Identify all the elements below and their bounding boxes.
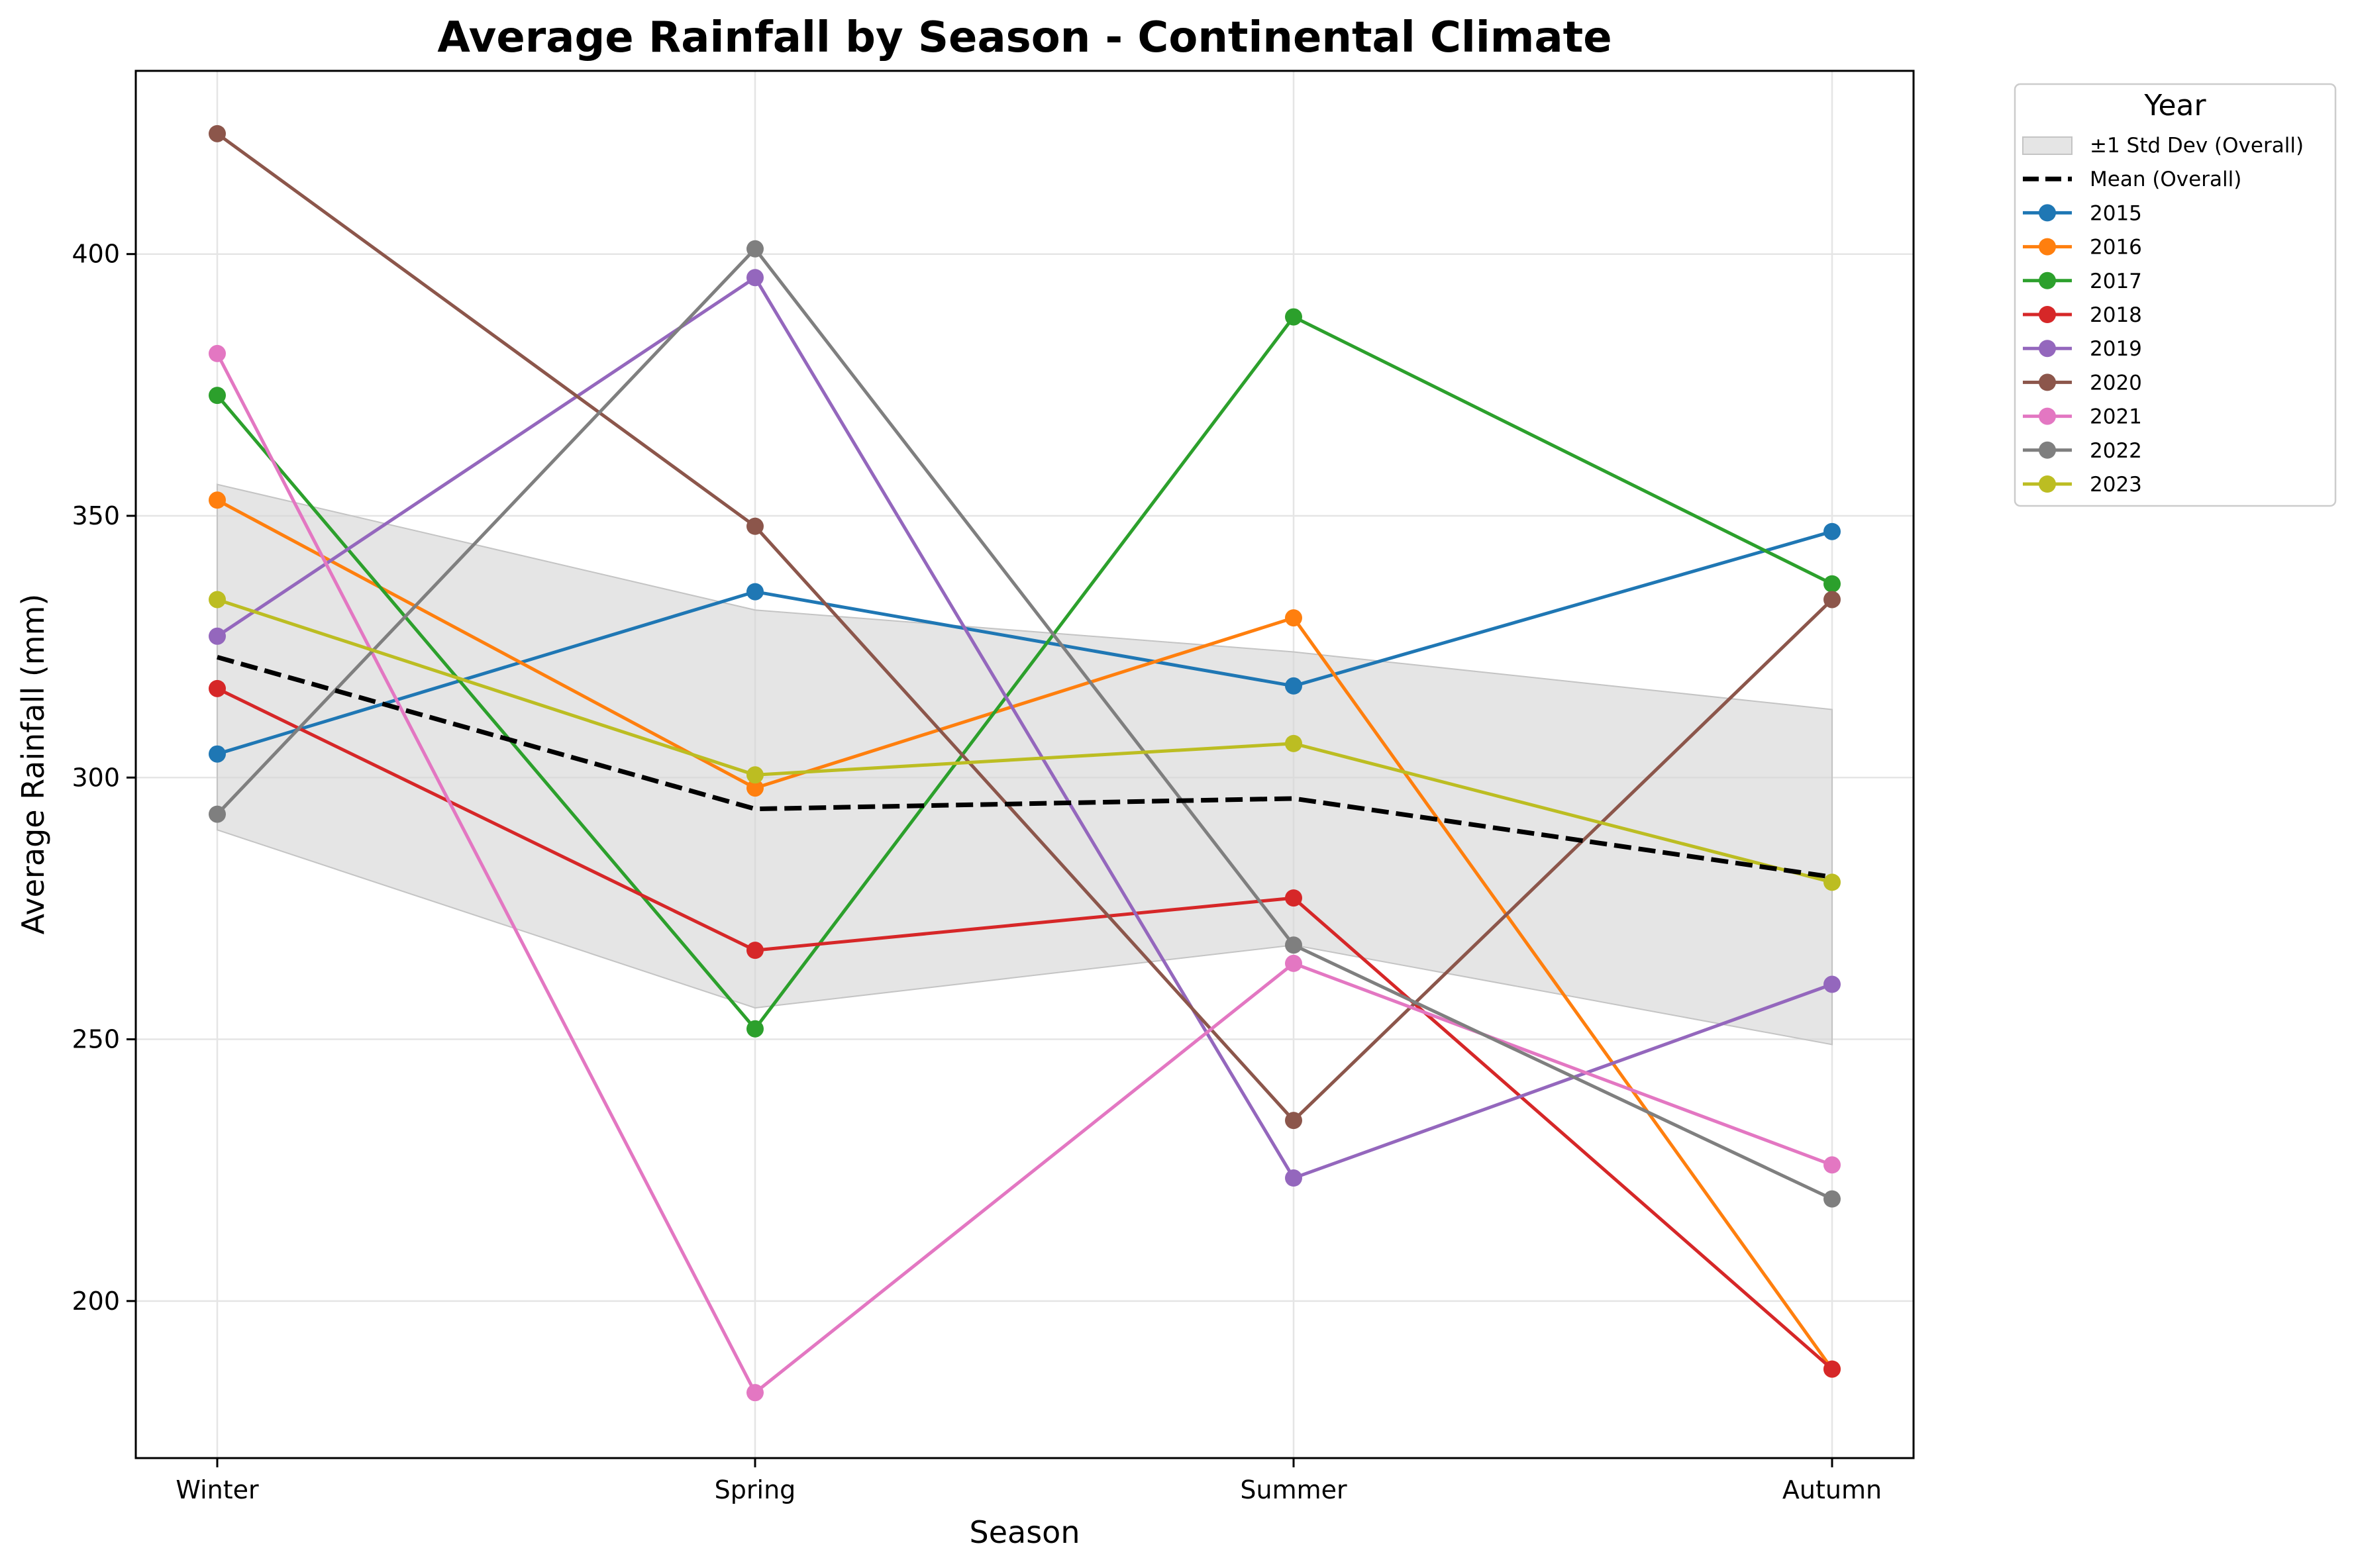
data-point-2017-winter [209,387,226,405]
data-point-2023-autumn [1823,873,1841,891]
data-point-2019-autumn [1823,975,1841,993]
data-point-2017-spring [746,1020,764,1038]
series-line-2019 [216,275,1833,1180]
series-2017 [209,308,1841,1038]
data-point-2017-autumn [1823,575,1841,593]
series-layer [209,124,1841,1402]
data-point-2022-autumn [1823,1190,1841,1208]
plot-frame [134,70,1915,1459]
legend-label-2021: 2021 [2090,405,2142,429]
data-point-2023-summer [1285,734,1302,752]
data-point-2015-winter [209,745,226,763]
data-point-2023-spring [746,766,764,784]
data-point-2021-spring [746,1384,764,1402]
data-point-2016-spring [746,779,764,797]
data-point-2023-winter [209,591,226,609]
data-point-2020-summer [1285,1112,1302,1130]
data-point-2022-summer [1285,936,1302,954]
data-point-2020-autumn [1823,591,1841,609]
y-tick-label-350: 350 [72,501,120,530]
series-2022 [209,240,1841,1208]
x-tick-label-summer: Summer [1240,1475,1347,1504]
legend-label-2018: 2018 [2090,303,2142,327]
legend: Year ±1 Std Dev (Overall) Mean (Overall) 20… [2014,83,2337,507]
series-line-2020 [216,132,1833,1122]
data-point-2021-autumn [1823,1156,1841,1174]
legend-title: Year [2143,89,2206,122]
data-point-2019-winter [209,627,226,645]
data-point-2020-spring [746,517,764,535]
data-point-2022-winter [209,805,226,823]
legend-marker-2019 [2039,340,2056,358]
data-point-2018-spring [746,942,764,959]
legend-marker-2022 [2039,441,2056,459]
y-tick-label-300: 300 [72,763,120,792]
legend-label-2022: 2022 [2090,439,2142,463]
data-point-2015-spring [746,583,764,601]
series-line-2016 [216,499,1834,1371]
data-point-2016-summer [1285,609,1302,627]
legend-label-mean: Mean (Overall) [2090,168,2241,191]
y-tick-label-400: 400 [72,240,120,269]
legend-label-2015: 2015 [2090,201,2142,225]
x-tick-label-spring: Spring [715,1475,796,1504]
legend-label-2023: 2023 [2090,473,2142,497]
y-axis-title: Average Rainfall (mm) [15,594,51,935]
legend-marker-2020 [2039,373,2056,391]
legend-marker-2016 [2039,238,2056,256]
legend-label-2020: 2020 [2090,371,2142,395]
series-line-2022 [216,247,1833,1200]
legend-marker-2018 [2039,306,2056,323]
legend-label-2017: 2017 [2090,270,2142,293]
series-line-2023 [217,598,1833,884]
y-tick-label-200: 200 [72,1287,120,1316]
series-line-2015 [217,530,1833,756]
x-axis: Winter Spring Summer Autumn [176,1458,1882,1504]
data-point-2015-autumn [1823,522,1841,540]
data-point-2019-summer [1285,1169,1302,1187]
data-point-2015-summer [1285,677,1302,695]
legend-label-2016: 2016 [2090,236,2142,260]
series-line-2021 [215,352,1833,1395]
data-point-2017-summer [1285,308,1302,326]
series-2020 [209,124,1841,1130]
x-tick-label-winter: Winter [176,1475,259,1504]
legend-marker-2021 [2039,407,2056,425]
legend-swatch-std-dev [2022,136,2073,155]
data-point-2021-winter [209,344,226,362]
series-2015 [209,522,1841,763]
y-tick-label-250: 250 [72,1025,120,1054]
data-point-2022-spring [746,240,764,258]
series-2021 [209,344,1841,1402]
data-point-2018-winter [209,679,226,697]
data-point-2021-summer [1285,954,1302,972]
legend-label-std-dev: ±1 Std Dev (Overall) [2090,134,2304,158]
legend-label-2019: 2019 [2090,337,2142,361]
data-point-2019-spring [746,269,764,287]
data-point-2018-autumn [1823,1360,1841,1378]
chart-title: Average Rainfall by Season - Continental… [437,13,1612,62]
y-axis: 200 250 300 350 400 [72,240,136,1316]
legend-marker-2017 [2039,271,2056,289]
data-point-2020-winter [209,124,226,142]
series-line-2017 [216,315,1833,1031]
mean-line [217,655,1833,879]
legend-box [2014,83,2337,507]
legend-marker-2015 [2039,204,2056,222]
series-2023 [209,591,1841,891]
data-point-2016-winter [209,491,226,509]
data-point-2018-summer [1285,889,1302,907]
x-tick-label-autumn: Autumn [1782,1475,1882,1504]
series-2019 [209,269,1841,1187]
x-axis-title: Season [970,1514,1080,1550]
series-line-2018 [216,687,1833,1371]
mean-line-layer [217,655,1833,879]
series-2018 [209,679,1841,1378]
legend-marker-2023 [2039,475,2056,493]
